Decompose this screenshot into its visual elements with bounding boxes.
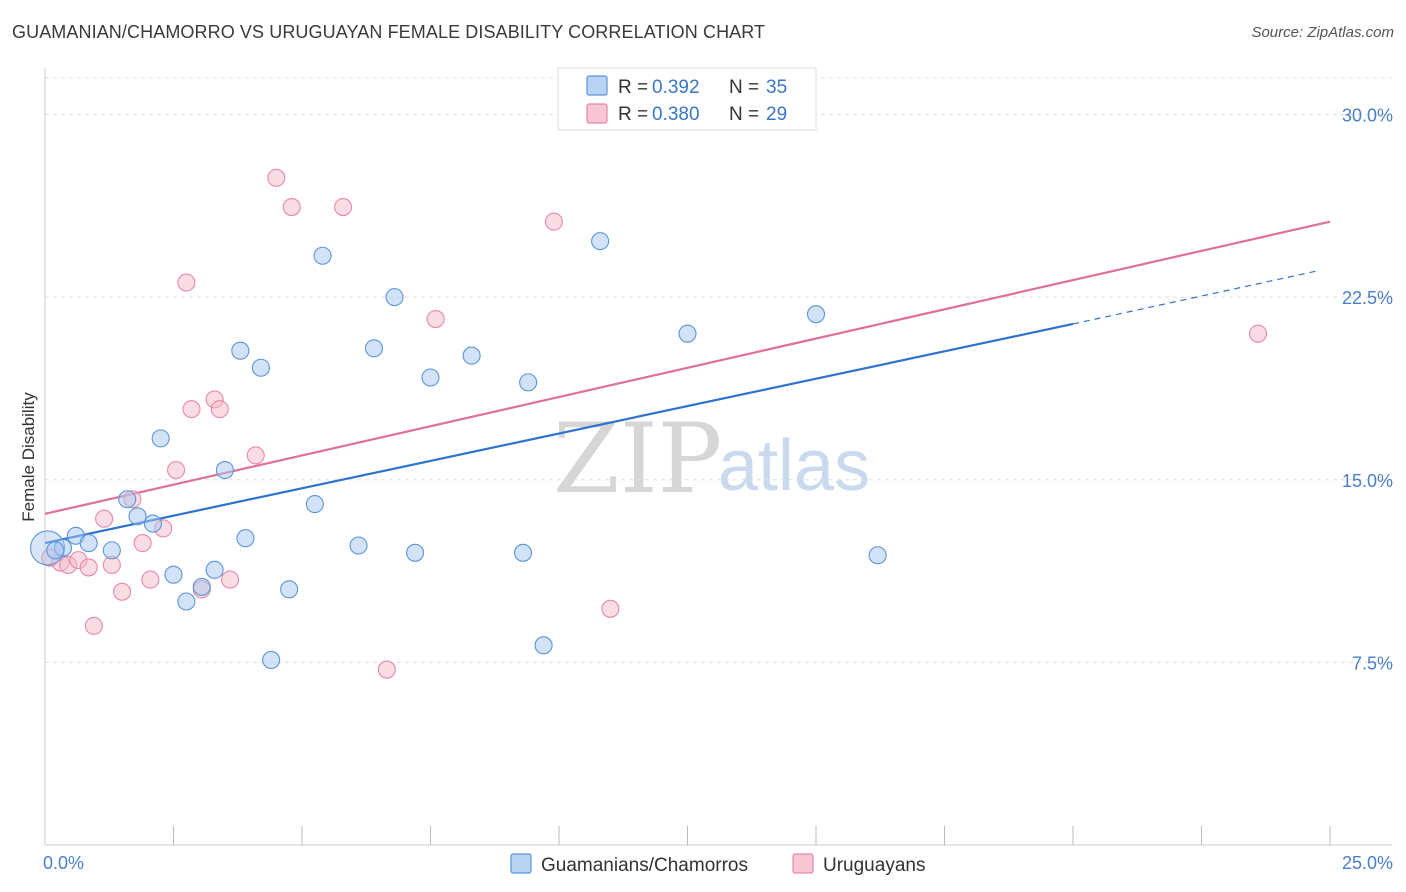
- point-uruguayans: [133, 534, 152, 553]
- point-guamanians: [236, 529, 255, 548]
- legend-r-label-pink: R =: [618, 104, 648, 125]
- source-credit: Source: ZipAtlas.com: [1251, 24, 1394, 41]
- trend-line-uruguayans: [44, 220, 1331, 515]
- point-guamanians: [118, 490, 137, 509]
- point-uruguayans: [334, 198, 353, 217]
- point-guamanians: [46, 541, 65, 560]
- point-uruguayans: [544, 212, 563, 231]
- trend-line-guamanians-extension: [1072, 269, 1320, 325]
- point-guamanians: [102, 541, 121, 560]
- point-guamanians: [364, 339, 384, 358]
- point-guamanians: [128, 507, 147, 526]
- point-guamanians: [313, 246, 332, 265]
- point-guamanians: [678, 324, 697, 343]
- point-guamanians: [192, 577, 211, 596]
- x-tick-label: 25.0%: [1342, 853, 1393, 873]
- legend-r-label-blue: R =: [618, 77, 648, 98]
- point-uruguayans: [220, 570, 240, 589]
- bottom-legend-label-pink: Uruguayans: [823, 855, 925, 876]
- point-guamanians: [151, 429, 170, 448]
- data-points: [30, 168, 1268, 679]
- point-uruguayans: [377, 660, 396, 679]
- point-uruguayans: [84, 616, 103, 635]
- legend-swatch-pink: [586, 103, 608, 124]
- legend-n-value-pink: 29: [766, 104, 787, 125]
- point-guamanians: [806, 305, 826, 324]
- point-guamanians: [534, 636, 553, 655]
- trend-line-guamanians: [44, 322, 1074, 545]
- point-guamanians: [385, 288, 404, 307]
- watermark-atlas: atlas: [718, 426, 870, 506]
- point-uruguayans: [210, 400, 229, 419]
- point-guamanians: [406, 543, 425, 562]
- point-uruguayans: [177, 273, 196, 292]
- legend-swatch-blue: [586, 75, 608, 96]
- point-guamanians: [251, 358, 270, 377]
- point-guamanians: [591, 232, 610, 251]
- point-guamanians: [262, 650, 281, 669]
- point-uruguayans: [113, 582, 132, 601]
- point-uruguayans: [95, 509, 114, 528]
- legend-n-label-pink: N =: [729, 104, 759, 125]
- point-guamanians: [305, 495, 324, 514]
- y-tick-label: 15.0%: [1342, 471, 1393, 491]
- y-axis-label: Female Disability: [19, 392, 38, 522]
- point-uruguayans: [601, 599, 620, 618]
- y-tick-label: 30.0%: [1342, 106, 1393, 126]
- point-guamanians: [164, 565, 183, 584]
- point-guamanians: [205, 560, 224, 579]
- legend-r-value-blue: 0.392: [652, 77, 700, 98]
- point-guamanians: [280, 580, 299, 599]
- point-guamanians: [421, 368, 440, 387]
- point-guamanians: [462, 346, 481, 365]
- point-guamanians: [143, 514, 162, 533]
- point-uruguayans: [267, 168, 286, 187]
- point-guamanians: [349, 536, 368, 555]
- axes: [44, 68, 1392, 846]
- bottom-legend-swatch-pink: [792, 853, 814, 874]
- point-guamanians: [513, 543, 533, 562]
- legend-r-value-pink: 0.380: [652, 104, 700, 125]
- point-uruguayans: [1248, 324, 1268, 343]
- point-uruguayans: [167, 460, 186, 480]
- point-guamanians: [519, 373, 538, 392]
- x-tick-label: 0.0%: [43, 853, 84, 873]
- point-uruguayans: [282, 198, 301, 217]
- point-guamanians: [231, 341, 250, 360]
- point-guamanians: [215, 460, 234, 480]
- point-guamanians: [177, 592, 196, 611]
- bottom-legend-label-blue: Guamanians/Chamorros: [541, 855, 748, 876]
- gridlines: [45, 77, 1392, 663]
- point-uruguayans: [79, 558, 98, 577]
- point-guamanians: [79, 534, 98, 553]
- trend-lines: [44, 220, 1331, 545]
- correlation-legend: R = 0.392 N = 35 R = 0.380 N = 29: [557, 67, 817, 131]
- watermark-zip: ZIP: [553, 403, 722, 515]
- bottom-legend-swatch-blue: [510, 853, 532, 874]
- chart-title: GUAMANIAN/CHAMORRO VS URUGUAYAN FEMALE D…: [12, 22, 766, 42]
- watermark: ZIP atlas: [553, 403, 870, 515]
- point-uruguayans: [141, 570, 160, 589]
- point-uruguayans: [182, 400, 201, 419]
- y-tick-label: 7.5%: [1352, 653, 1393, 673]
- y-tick-label: 22.5%: [1342, 288, 1393, 308]
- point-uruguayans: [426, 310, 445, 329]
- point-uruguayans: [246, 446, 265, 465]
- tick-labels: 7.5% 15.0% 22.5% 30.0% 0.0% 25.0%: [43, 106, 1393, 873]
- point-guamanians: [868, 546, 887, 565]
- series-legend: Guamanians/Chamorros Uruguayans: [510, 853, 925, 876]
- legend-n-value-blue: 35: [766, 77, 787, 98]
- legend-n-label-blue: N =: [729, 77, 759, 98]
